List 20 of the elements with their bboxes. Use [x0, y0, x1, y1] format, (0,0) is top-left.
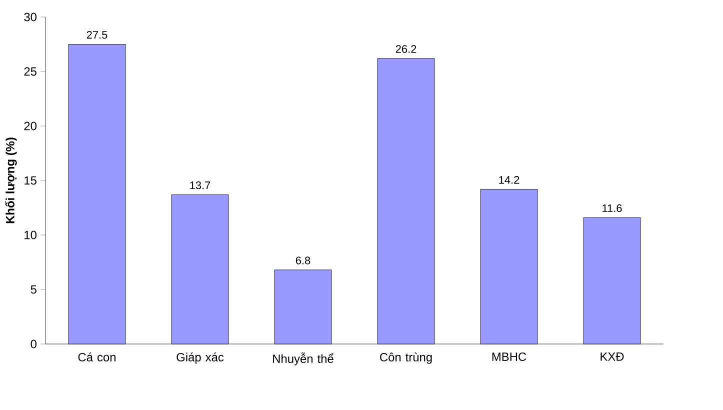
y-tick-label: 30: [24, 12, 37, 22]
data-label: 6.8: [296, 256, 310, 264]
x-tick-label: KXĐ: [600, 352, 624, 361]
y-tick-label: 15: [24, 176, 36, 185]
y-tick-label: 20: [24, 122, 37, 130]
y-axis-title: Khối lượng (%): [5, 138, 17, 224]
x-tick-label: Giáp xác: [176, 352, 224, 364]
y-tick-label: 5: [30, 285, 36, 294]
y-tick-label: 0: [30, 340, 37, 348]
x-tick-label: MBHC: [492, 352, 526, 361]
x-tick-label: Côn trùng: [380, 352, 432, 364]
data-label: 13.7: [190, 181, 210, 190]
x-tick-label: Nhuyễn thể: [273, 352, 334, 366]
x-tick-label: Cá con: [78, 352, 116, 362]
data-label: 14.2: [499, 176, 520, 184]
data-label: 27.5: [86, 30, 108, 39]
data-label: 26.2: [396, 45, 416, 53]
y-tick-label: 25: [24, 67, 36, 76]
data-label: 11.6: [602, 204, 622, 212]
y-tick-label: 10: [24, 230, 37, 240]
